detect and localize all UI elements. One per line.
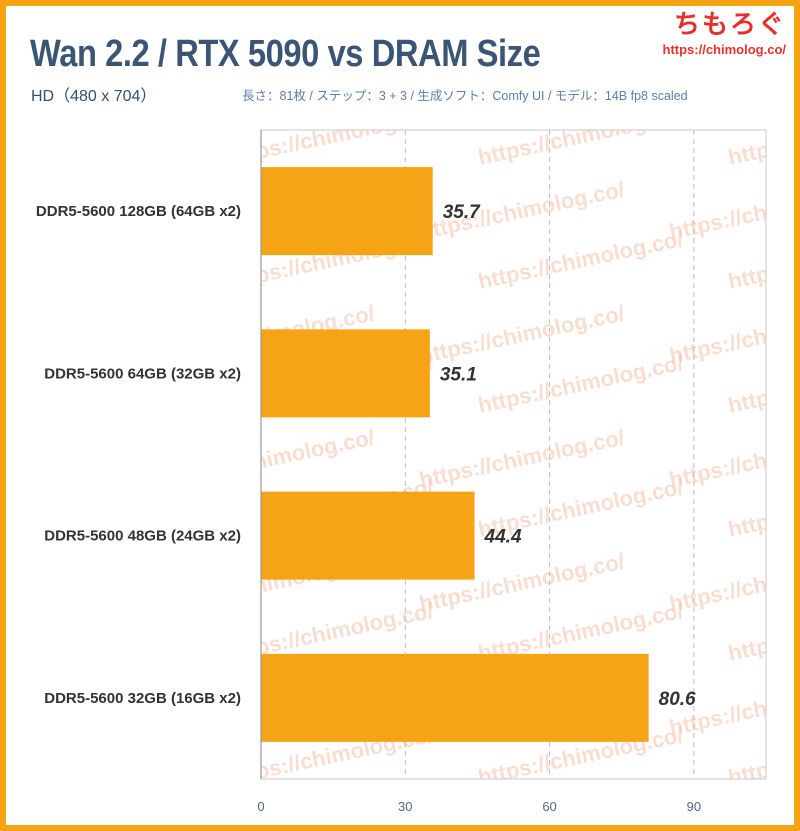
watermark-text: https://chimolog.co/ bbox=[476, 350, 686, 418]
plot-border bbox=[260, 129, 767, 780]
bars bbox=[261, 167, 649, 742]
category-label: DDR5-5600 128GB (64GB x2) bbox=[36, 203, 241, 220]
watermark-text: https://chimolog.co/ bbox=[726, 350, 800, 418]
test-conditions-note: 長さ：81枚 / ステップ：3 + 3 / 生成ソフト：Comfy UI / モ… bbox=[242, 89, 688, 103]
watermark-text: https://chimolog.co/ bbox=[726, 474, 800, 542]
watermark-text: https://chimolog.co/ bbox=[726, 598, 800, 666]
bar bbox=[261, 329, 430, 418]
brand-url[interactable]: https://chimolog.co/ bbox=[662, 42, 787, 57]
value-label: 80.6 bbox=[659, 689, 696, 710]
category-label: DDR5-5600 32GB (16GB x2) bbox=[44, 690, 241, 707]
watermark-text: https://chimolog.co/ bbox=[226, 102, 436, 170]
value-label: 35.1 bbox=[440, 364, 477, 385]
category-label: DDR5-5600 48GB (24GB x2) bbox=[44, 528, 241, 545]
watermark-text: https://chimolog.co/ bbox=[667, 424, 800, 492]
watermark-text: https://chimolog.co/ bbox=[726, 226, 800, 294]
bar bbox=[261, 167, 433, 256]
bar bbox=[261, 491, 475, 580]
x-tick-label: 90 bbox=[687, 799, 701, 814]
category-labels: DDR5-5600 128GB (64GB x2) DDR5-5600 64GB … bbox=[36, 203, 241, 707]
watermark-text: https://chimolog.co/ bbox=[417, 424, 627, 492]
watermark-text: https://chimolog.co/ bbox=[726, 722, 800, 790]
watermark-text: https://chimolog.co/ bbox=[667, 548, 800, 616]
watermark-text: https://chimolog.co/ bbox=[667, 176, 800, 244]
watermark-text: https://chimolog.co/ bbox=[726, 102, 800, 170]
category-label: DDR5-5600 64GB (32GB x2) bbox=[44, 365, 241, 382]
x-tick-label: 0 bbox=[257, 799, 264, 814]
value-label: 35.7 bbox=[443, 202, 481, 223]
bar bbox=[261, 653, 649, 742]
x-tick-label: 60 bbox=[542, 799, 556, 814]
watermark-text: https://chimolog.co/ bbox=[476, 102, 686, 170]
chart-title: Wan 2.2 / RTX 5090 vs DRAM Size bbox=[30, 33, 541, 75]
tick-labels: 0 30 60 90 bbox=[257, 799, 701, 814]
value-label: 44.4 bbox=[484, 527, 522, 548]
value-labels: 35.7 35.1 44.4 80.6 bbox=[440, 202, 696, 710]
watermark-text: https://chimolog.co/ bbox=[417, 300, 627, 368]
chart-subtitle: HD（480 x 704） bbox=[31, 88, 157, 105]
watermark-text: https://chimolog.co/ bbox=[667, 300, 800, 368]
watermark-text: https://chimolog.co/ bbox=[167, 424, 377, 492]
x-tick-label: 30 bbox=[398, 799, 412, 814]
watermark-text: https://chimolog.co/ bbox=[476, 226, 686, 294]
brand-logo[interactable]: ちもろぐ https://chimolog.co/ bbox=[663, 10, 787, 57]
brand-name: ちもろぐ bbox=[673, 10, 786, 40]
